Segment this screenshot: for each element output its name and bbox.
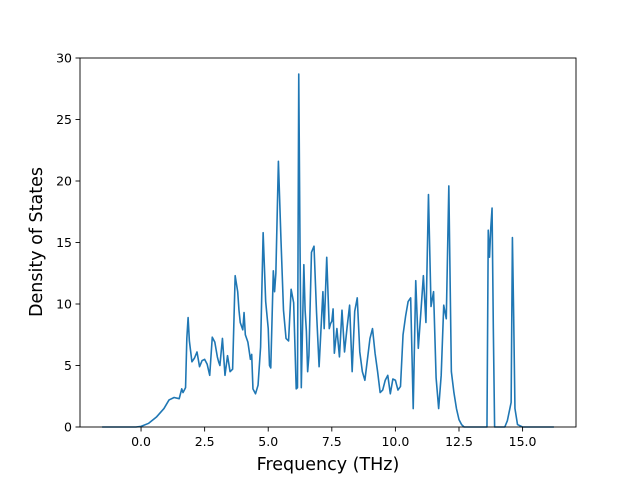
x-tick-label: 15.0 — [509, 434, 537, 449]
y-tick-label: 0 — [64, 420, 72, 435]
y-tick-label: 5 — [64, 358, 72, 373]
x-tick-label: 2.5 — [195, 434, 215, 449]
x-tick-label: 5.0 — [258, 434, 278, 449]
x-tick-label: 0.0 — [131, 434, 151, 449]
y-axis: 0 5 10 15 20 25 30 — [56, 51, 80, 435]
series-line — [102, 73, 554, 428]
y-axis-label: Density of States — [27, 167, 47, 317]
y-tick-label: 15 — [56, 235, 72, 250]
y-tick-label: 20 — [56, 174, 72, 189]
axes-frame — [79, 57, 577, 428]
y-tick-label: 10 — [56, 297, 72, 312]
x-axis: 0.0 2.5 5.0 7.5 10.0 12.5 15.0 — [131, 427, 537, 449]
y-tick-label: 25 — [56, 112, 72, 127]
x-tick-label: 10.0 — [381, 434, 409, 449]
x-tick-label: 12.5 — [445, 434, 473, 449]
x-tick-label: 7.5 — [322, 434, 342, 449]
y-tick-label: 30 — [56, 51, 72, 66]
x-axis-label: Frequency (THz) — [257, 455, 400, 475]
plot-area — [102, 73, 554, 428]
